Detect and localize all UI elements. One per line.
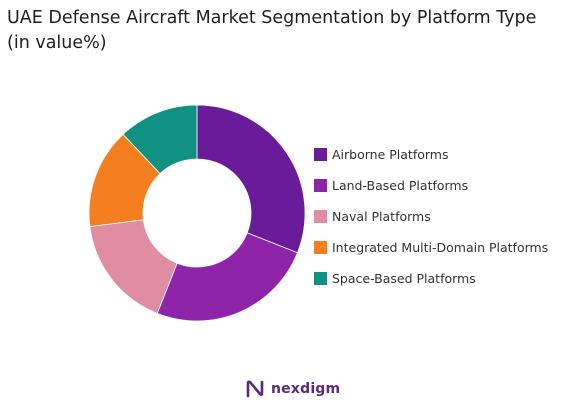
brand-name: nexdigm (271, 381, 341, 397)
legend-swatch-land-based-platforms (314, 178, 327, 192)
slice-airborne-platforms (196, 104, 306, 254)
legend-swatch-naval-platforms (314, 209, 327, 223)
slice-space-based-platforms (122, 104, 198, 175)
legend-item-integrated-multi-domain-platforms: Integrated Multi-Domain Platforms (314, 238, 548, 258)
nexdigm-logo-icon (246, 380, 264, 398)
brand-logo: nexdigm (245, 378, 340, 400)
legend-label-naval-platforms: Naval Platforms (332, 208, 431, 224)
legend-label-airborne-platforms: Airborne Platforms (332, 146, 449, 162)
chart-title: UAE Defense Aircraft Market Segmentation… (7, 6, 572, 56)
legend-label-integrated-multi-domain-platforms: Integrated Multi-Domain Platforms (332, 240, 549, 256)
legend-label-space-based-platforms: Space-Based Platforms (332, 271, 476, 287)
legend-label-land-based-platforms: Land-Based Platforms (332, 177, 469, 193)
legend-item-space-based-platforms: Space-Based Platforms (314, 269, 548, 289)
legend-swatch-space-based-platforms (314, 272, 327, 286)
chart-legend: Airborne Platforms Land-Based Platforms Na… (314, 144, 548, 300)
legend-item-land-based-platforms: Land-Based Platforms (314, 175, 548, 195)
legend-swatch-airborne-platforms (314, 147, 327, 161)
legend-swatch-integrated-multi-domain-platforms (314, 241, 327, 255)
legend-item-naval-platforms: Naval Platforms (314, 206, 548, 226)
chart-title-line-2: (in value%) (7, 33, 107, 53)
chart-title-line-1: UAE Defense Aircraft Market Segmentation… (7, 8, 537, 28)
legend-item-airborne-platforms: Airborne Platforms (314, 144, 548, 164)
slice-land-based-platforms (156, 232, 298, 322)
